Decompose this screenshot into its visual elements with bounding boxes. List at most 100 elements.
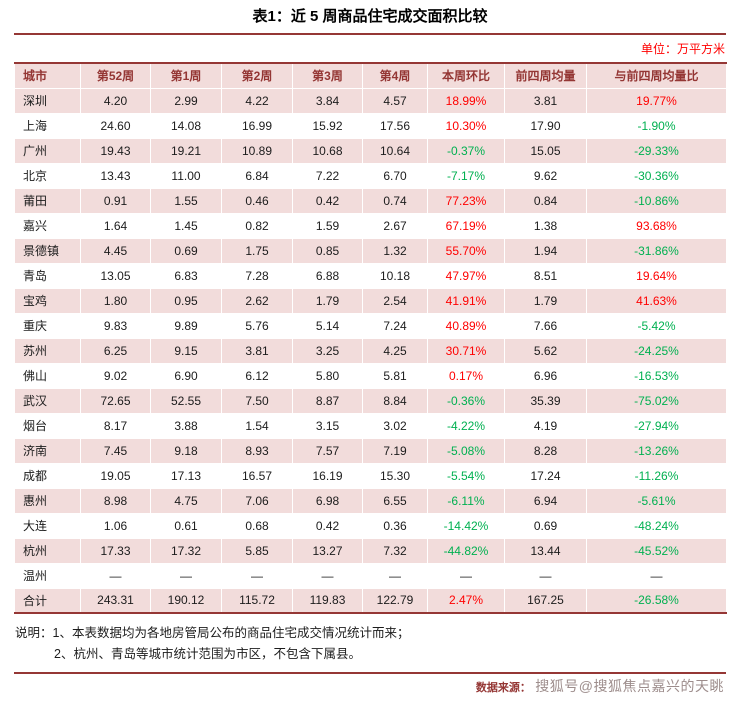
value-cell: 8.87 [292,387,363,414]
column-header: 第3周 [292,62,363,89]
value-cell: 2.99 [150,87,222,114]
value-cell: 5.14 [292,312,363,339]
table-row: 成都 19.05 17.13 16.57 16.19 15.30 -5.54% 17.24 -1… [14,462,727,489]
value-cell: 3.81 [221,337,293,364]
column-header: 第1周 [150,62,222,89]
table-row: 佛山 9.02 6.90 6.12 5.80 5.81 0.17% 6.96 -16.53% [14,362,727,389]
value-cell: 6.12 [221,362,293,389]
value-cell: ― [586,562,727,589]
value-cell: 5.76 [221,312,293,339]
table-row: 苏州 6.25 9.15 3.81 3.25 4.25 30.71% 5.62 -24.25% [14,337,727,364]
column-header: 城市 [14,62,81,89]
value-cell: 13.27 [292,537,363,564]
value-cell: 3.88 [150,412,222,439]
value-cell: -0.37% [427,137,505,164]
value-cell: 1.45 [150,212,222,239]
note-line-1: 说明：1、本表数据均为各地房管局公布的商品住宅成交情况统计而来； [15,626,410,640]
column-header: 与前四周均量比 [586,62,727,89]
value-cell: -24.25% [586,337,727,364]
value-cell: 2.67 [362,212,428,239]
value-cell: 1.64 [80,212,151,239]
city-cell: 武汉 [14,387,81,414]
value-cell: 0.42 [292,512,363,539]
value-cell: ― [221,562,293,589]
value-cell: 6.98 [292,487,363,514]
value-cell: 13.05 [80,262,151,289]
table-row: 济南 7.45 9.18 8.93 7.57 7.19 -5.08% 8.28 -13.26% [14,437,727,464]
value-cell: 24.60 [80,112,151,139]
value-cell: 4.22 [221,87,293,114]
value-cell: 16.19 [292,462,363,489]
value-cell: 0.74 [362,187,428,214]
unit-label: 单位：万平方米 [640,42,725,56]
value-cell: 3.15 [292,412,363,439]
value-cell: -45.52% [586,537,727,564]
value-cell: 17.24 [504,462,587,489]
value-cell: 14.08 [150,112,222,139]
value-cell: 40.89% [427,312,505,339]
table-row: 大连 1.06 0.61 0.68 0.42 0.36 -14.42% 0.69 -48.24% [14,512,727,539]
value-cell: 17.90 [504,112,587,139]
value-cell: 243.31 [80,587,151,614]
column-header: 本周环比 [427,62,505,89]
table-row: 武汉 72.65 52.55 7.50 8.87 8.84 -0.36% 35.39 -75.0… [14,387,727,414]
column-header: 第52周 [80,62,151,89]
value-cell: 4.19 [504,412,587,439]
value-cell: 4.25 [362,337,428,364]
value-cell: 5.81 [362,362,428,389]
value-cell: 77.23% [427,187,505,214]
value-cell: 6.55 [362,487,428,514]
city-cell: 上海 [14,112,81,139]
value-cell: 9.62 [504,162,587,189]
value-cell: ― [427,562,505,589]
table-row: 烟台 8.17 3.88 1.54 3.15 3.02 -4.22% 4.19 -27.94% [14,412,727,439]
value-cell: 1.59 [292,212,363,239]
value-cell: -6.11% [427,487,505,514]
value-cell: 1.38 [504,212,587,239]
city-cell: 大连 [14,512,81,539]
value-cell: -1.90% [586,112,727,139]
value-cell: 0.91 [80,187,151,214]
value-cell: 115.72 [221,587,293,614]
value-cell: 9.18 [150,437,222,464]
value-cell: 3.02 [362,412,428,439]
data-source-line: 数据来源： 搜狐号@搜狐焦点嘉兴的天眺 [14,676,726,696]
table-row: 嘉兴 1.64 1.45 0.82 1.59 2.67 67.19% 1.38 93.68% [14,212,727,239]
value-cell: 15.05 [504,137,587,164]
city-cell: 惠州 [14,487,81,514]
city-cell: 深圳 [14,87,81,114]
value-cell: ― [292,562,363,589]
table-body: 深圳 4.20 2.99 4.22 3.84 4.57 18.99% 3.81 19.77% 上海… [14,87,727,614]
city-cell: 杭州 [14,537,81,564]
city-cell: 莆田 [14,187,81,214]
value-cell: 6.90 [150,362,222,389]
value-cell: -48.24% [586,512,727,539]
value-cell: 3.25 [292,337,363,364]
value-cell: 0.85 [292,237,363,264]
value-cell: 190.12 [150,587,222,614]
value-cell: 5.62 [504,337,587,364]
value-cell: 13.43 [80,162,151,189]
value-cell: 0.42 [292,187,363,214]
value-cell: 7.32 [362,537,428,564]
value-cell: 2.62 [221,287,293,314]
city-cell: 烟台 [14,412,81,439]
value-cell: -16.53% [586,362,727,389]
value-cell: 0.61 [150,512,222,539]
value-cell: 1.75 [221,237,293,264]
value-cell: 1.79 [504,287,587,314]
value-cell: 10.89 [221,137,293,164]
value-cell: 5.80 [292,362,363,389]
table-row: 上海 24.60 14.08 16.99 15.92 17.56 10.30% 17.90 -1… [14,112,727,139]
city-cell: 佛山 [14,362,81,389]
value-cell: 0.82 [221,212,293,239]
value-cell: 11.00 [150,162,222,189]
value-cell: 30.71% [427,337,505,364]
value-cell: 122.79 [362,587,428,614]
table-header: 城市 第52周 第1周 第2周 第3周 第4周 本周环比 前四周均量 与前四周均量比 [14,62,727,89]
column-header: 前四周均量 [504,62,587,89]
value-cell: 6.84 [221,162,293,189]
city-cell: 重庆 [14,312,81,339]
value-cell: 5.85 [221,537,293,564]
